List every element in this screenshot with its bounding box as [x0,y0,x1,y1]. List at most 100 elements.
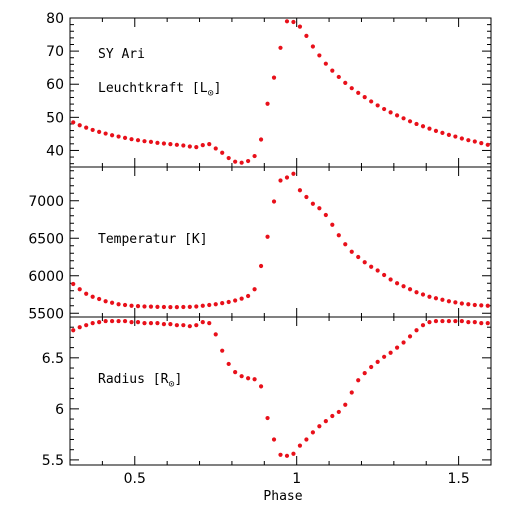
data-point [97,296,102,302]
radius-axis-label: Radius [R⊙] [98,372,182,390]
data-point [343,242,348,247]
data-point [453,318,458,324]
data-point [401,284,406,289]
data-point [388,110,393,115]
temperature-axis-label: Temperatur [K] [98,232,208,247]
data-point [278,452,283,457]
data-point [414,328,419,333]
data-point [284,453,290,458]
data-point [375,268,380,273]
data-point [278,45,283,50]
data-point [356,254,361,260]
data-point [479,321,484,326]
data-point [291,171,296,176]
data-point [310,201,315,206]
data-point [194,145,199,150]
data-point [200,303,205,308]
data-point [472,302,477,308]
luminosity-axis-label: Leuchtkraft [L⊙] [98,81,221,99]
data-point [485,142,490,147]
x-tick-label: 1.5 [447,471,469,487]
data-point [252,287,257,292]
data-point [239,374,244,379]
data-point [252,377,257,382]
data-point [168,322,173,327]
data-point [466,302,471,307]
data-point [375,103,380,108]
data-point [304,33,309,38]
x-axis-label: Phase [263,489,302,504]
data-point [122,302,128,308]
data-point [77,325,82,330]
data-point [414,290,419,295]
y-tick-label: 50 [46,110,64,126]
data-point [369,99,374,104]
data-point [336,233,341,238]
data-point [84,291,89,296]
data-point [330,68,335,73]
data-point [440,318,445,324]
data-point [317,206,322,211]
data-point [174,305,179,310]
data-point [84,323,89,328]
data-point [168,142,173,147]
data-point [84,125,89,130]
data-point [433,128,439,134]
temperature-panel: Temperatur [K] 5500 6000 6500 7000 [28,166,492,322]
data-point [349,390,354,395]
data-point [122,318,128,324]
data-point [90,321,95,326]
data-point [265,234,270,239]
luminosity-label-sun-symbol: ⊙ [208,88,214,99]
star-name-label: SY Ari [98,47,145,62]
data-point [129,303,134,308]
data-point [440,130,445,135]
data-point [479,141,484,146]
data-point [265,415,270,421]
data-point [194,323,199,328]
data-point [142,139,147,144]
data-point [407,287,413,292]
data-point [446,132,451,137]
data-point [401,340,406,345]
data-point [207,321,212,326]
data-point [343,402,348,407]
data-point [304,194,309,200]
data-point [420,292,426,297]
data-point [220,301,225,306]
y-tick-label: 80 [46,11,64,27]
data-point [155,321,160,326]
data-point [246,293,251,299]
data-point [213,302,218,307]
data-point [427,320,432,325]
data-point [394,345,400,350]
data-point [369,364,374,370]
data-point [271,199,277,204]
radius-label-suffix: ] [174,372,182,387]
data-point [446,318,451,324]
data-point [174,323,179,328]
data-point [187,324,192,329]
data-point [233,298,238,303]
radius-label-sun-symbol: ⊙ [168,379,174,390]
luminosity-panel: SY Ari Leuchtkraft [L⊙] 40 50 60 70 80 [46,11,492,168]
data-point [466,320,471,325]
data-point [453,134,458,139]
data-point [297,188,303,193]
y-tick-label: 6 [55,402,64,418]
data-point [161,304,167,310]
luminosity-label-suffix: ] [214,81,222,96]
data-point [388,350,393,355]
y-tick-label: 60 [46,77,64,93]
data-point [200,143,205,148]
data-point [336,409,341,415]
data-point [343,80,348,85]
data-point [148,304,154,309]
data-point [459,301,464,306]
data-point [246,158,251,164]
data-point [453,300,458,305]
data-point [110,300,115,305]
data-point [440,297,445,302]
data-point [213,146,218,151]
data-point [239,160,244,165]
